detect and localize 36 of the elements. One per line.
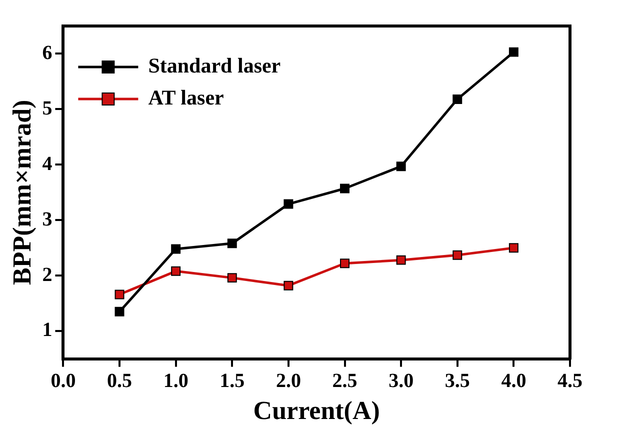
point <box>340 184 350 194</box>
x-tick-label: 0.5 <box>107 370 132 392</box>
x-tick-label: 4.0 <box>501 370 526 392</box>
x-tick-label: 3.0 <box>388 370 414 392</box>
point <box>452 94 462 104</box>
legend-label: Standard laser <box>148 53 281 78</box>
point <box>508 243 518 253</box>
point <box>114 306 124 316</box>
point <box>227 238 237 248</box>
point <box>114 290 124 300</box>
point <box>396 255 406 265</box>
x-tick-label: 2.5 <box>332 370 358 392</box>
point <box>284 199 294 209</box>
x-tick-label: 1.5 <box>220 370 245 392</box>
x-tick-label: 3.5 <box>444 370 470 392</box>
y-tick-label: 1 <box>42 319 52 342</box>
x-axis-title: Current(A) <box>253 396 380 426</box>
point <box>396 162 406 172</box>
y-tick-label: 6 <box>42 42 52 64</box>
x-tick-label: 4.5 <box>558 370 582 392</box>
x-tick-label: 0.0 <box>50 370 76 392</box>
point <box>171 244 181 254</box>
point <box>340 258 350 268</box>
point <box>452 250 462 260</box>
y-tick-label: 4 <box>42 152 52 175</box>
point <box>171 266 181 276</box>
point <box>284 280 294 290</box>
y-axis-title: BPP(mm×mrad) <box>7 100 36 286</box>
y-tick-label: 3 <box>42 208 52 230</box>
y-tick-label: 5 <box>42 97 52 120</box>
x-tick-label: 1.0 <box>163 370 188 392</box>
point <box>508 47 518 57</box>
legend-label: AT laser <box>148 85 224 110</box>
point <box>227 273 237 283</box>
x-tick-label: 2.0 <box>276 370 301 392</box>
y-tick-label: 2 <box>42 264 52 286</box>
